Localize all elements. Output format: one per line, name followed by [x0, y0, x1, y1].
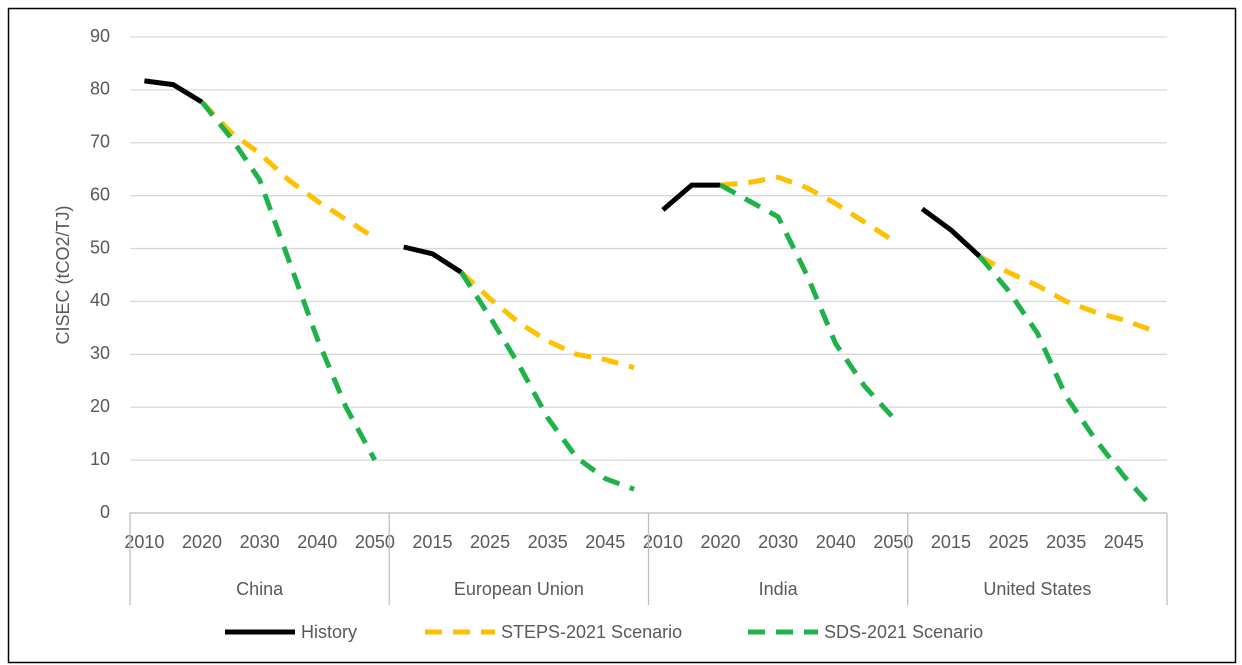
- y-tick-label: 10: [90, 449, 110, 469]
- series-line: [144, 78, 982, 275]
- x-tick-label: 2025: [470, 532, 510, 552]
- x-tick-label: 2045: [585, 532, 625, 552]
- y-tick-label: 60: [90, 184, 110, 204]
- group-label: United States: [983, 579, 1091, 599]
- x-tick-label: 2040: [297, 532, 337, 552]
- x-tick-label: 2010: [643, 532, 683, 552]
- x-tick-label: 2010: [124, 532, 164, 552]
- x-tick-label: 2035: [1046, 532, 1086, 552]
- x-tick-label: 2050: [873, 532, 913, 552]
- y-tick-label: 90: [90, 26, 110, 46]
- x-tick-label: 2015: [412, 532, 452, 552]
- series-line: [200, 100, 1155, 510]
- legend-label: SDS-2021 Scenario: [824, 622, 983, 642]
- x-tick-label: 2030: [240, 532, 280, 552]
- x-tick-label: 2050: [355, 532, 395, 552]
- group-label: India: [759, 579, 799, 599]
- series-line: [200, 100, 1154, 371]
- chart-frame: [7, 7, 1237, 664]
- y-tick-label: 40: [90, 290, 110, 310]
- x-tick-label: 2045: [1104, 532, 1144, 552]
- y-tick-label: 20: [90, 396, 110, 416]
- x-tick-label: 2020: [700, 532, 740, 552]
- legend-label: STEPS-2021 Scenario: [501, 622, 682, 642]
- x-tick-label: 2015: [931, 532, 971, 552]
- x-tick-label: 2025: [989, 532, 1029, 552]
- y-tick-label: 30: [90, 343, 110, 363]
- x-tick-label: 2040: [816, 532, 856, 552]
- y-axis-title: CISEC (tCO2/TJ): [53, 205, 73, 344]
- y-tick-label: 70: [90, 132, 110, 152]
- legend-label: History: [301, 622, 357, 642]
- x-tick-label: 2035: [528, 532, 568, 552]
- group-label: China: [236, 579, 284, 599]
- y-tick-label: 0: [100, 502, 110, 522]
- group-label: European Union: [454, 579, 584, 599]
- x-tick-label: 2020: [182, 532, 222, 552]
- y-tick-label: 50: [90, 237, 110, 257]
- y-tick-label: 80: [90, 79, 110, 99]
- x-tick-label: 2030: [758, 532, 798, 552]
